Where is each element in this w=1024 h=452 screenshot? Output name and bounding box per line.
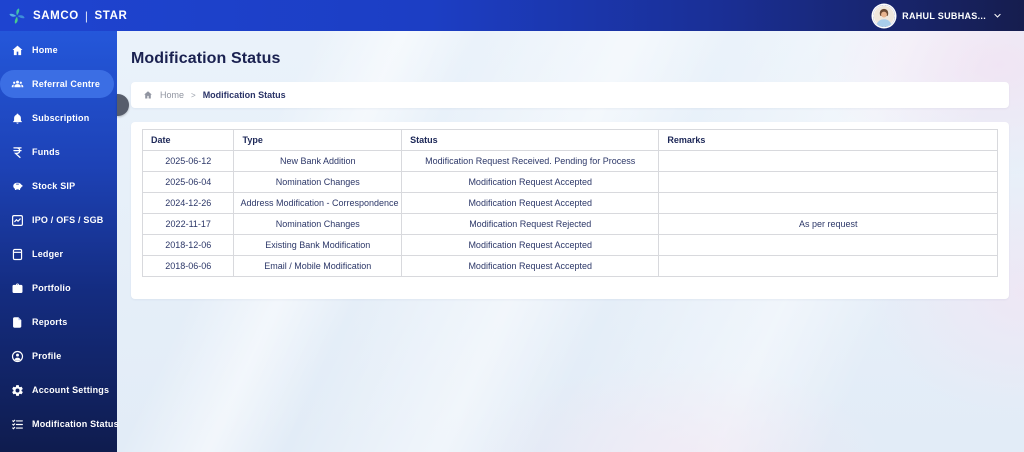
cell-type: New Bank Addition bbox=[233, 150, 403, 172]
user-name: RAHUL SUBHAS... bbox=[902, 10, 986, 21]
sidebar-item-label: Account Settings bbox=[32, 385, 110, 395]
user-menu[interactable]: RAHUL SUBHAS... bbox=[873, 4, 1002, 27]
main-content: Modification Status Home > Modification … bbox=[117, 31, 1024, 452]
cell-remarks bbox=[658, 171, 998, 193]
referral-centre-icon bbox=[11, 78, 24, 91]
bell-icon bbox=[11, 112, 24, 125]
breadcrumb-home-icon bbox=[143, 90, 153, 100]
briefcase-icon bbox=[11, 282, 24, 295]
cell-date: 2022-11-17 bbox=[141, 213, 235, 235]
table-header-row: Date Type Status Remarks bbox=[141, 129, 998, 151]
report-icon bbox=[11, 316, 24, 329]
sidebar-item-label: Referral Centre bbox=[32, 79, 101, 89]
sidebar-item-label: Reports bbox=[32, 317, 68, 327]
cell-type: Nomination Changes bbox=[233, 171, 403, 193]
table-row: 2024-12-26 Address Modification - Corres… bbox=[141, 192, 998, 214]
sidebar-item-stock-sip[interactable]: Stock SIP bbox=[0, 172, 114, 200]
table-row: 2018-06-06 Email / Mobile Modification M… bbox=[141, 255, 998, 277]
cell-status: Modification Request Received. Pending f… bbox=[401, 150, 660, 172]
breadcrumb-home-link[interactable]: Home bbox=[160, 90, 185, 100]
cell-type: Email / Mobile Modification bbox=[233, 255, 403, 277]
table-row: 2025-06-04 Nomination Changes Modificati… bbox=[141, 171, 998, 193]
cell-remarks bbox=[658, 255, 998, 277]
cell-date: 2018-06-06 bbox=[141, 255, 235, 277]
cell-status: Modification Request Rejected bbox=[401, 213, 660, 235]
cell-remarks: As per request bbox=[658, 213, 998, 235]
book-icon bbox=[11, 248, 24, 261]
brand-name: SAMCO bbox=[33, 9, 79, 22]
sidebar-item-modification-status[interactable]: Modification Status bbox=[0, 410, 119, 438]
cell-date: 2024-12-26 bbox=[141, 192, 235, 214]
sidebar-item-label: Stock SIP bbox=[32, 181, 76, 191]
table-row: 2022-11-17 Nomination Changes Modificati… bbox=[141, 213, 998, 235]
piggy-bank-icon bbox=[11, 180, 24, 193]
sidebar-item-home[interactable]: Home bbox=[0, 36, 114, 64]
modification-status-table: Date Type Status Remarks 2025-06-12 New … bbox=[141, 129, 998, 277]
cell-status: Modification Request Accepted bbox=[401, 192, 660, 214]
chevron-down-icon bbox=[994, 13, 1001, 18]
cell-type: Address Modification - Correspondence bbox=[233, 192, 403, 214]
samco-logo-icon bbox=[9, 7, 25, 24]
column-header-date: Date bbox=[141, 129, 235, 151]
breadcrumb: Home > Modification Status bbox=[131, 82, 1009, 108]
column-header-status: Status bbox=[401, 129, 660, 151]
modification-status-card: Date Type Status Remarks 2025-06-12 New … bbox=[131, 122, 1009, 299]
sidebar-item-label: Profile bbox=[32, 351, 62, 361]
column-header-remarks: Remarks bbox=[658, 129, 998, 151]
sidebar-item-ipo-ofs-sgb[interactable]: IPO / OFS / SGB bbox=[0, 206, 114, 234]
brand-link[interactable]: SAMCO | STAR bbox=[8, 7, 127, 25]
cell-status: Modification Request Accepted bbox=[401, 255, 660, 277]
gear-icon bbox=[11, 384, 24, 397]
breadcrumb-separator: > bbox=[191, 90, 196, 100]
breadcrumb-current: Modification Status bbox=[202, 90, 286, 100]
sidebar-item-reports[interactable]: Reports bbox=[0, 308, 114, 336]
checklist-icon bbox=[11, 418, 24, 431]
cell-date: 2025-06-12 bbox=[141, 150, 235, 172]
sidebar-item-label: IPO / OFS / SGB bbox=[32, 215, 104, 225]
avatar bbox=[873, 4, 896, 27]
page-title: Modification Status bbox=[131, 50, 281, 67]
sidebar-item-label: Portfolio bbox=[32, 283, 71, 293]
sidebar-item-profile[interactable]: Profile bbox=[0, 342, 114, 370]
cell-date: 2025-06-04 bbox=[141, 171, 235, 193]
cell-remarks bbox=[658, 192, 998, 214]
cell-type: Nomination Changes bbox=[233, 213, 403, 235]
sidebar-item-account-settings[interactable]: Account Settings bbox=[0, 376, 114, 404]
sidebar-collapse-toggle[interactable] bbox=[117, 94, 129, 116]
chart-icon bbox=[11, 214, 24, 227]
top-header: SAMCO | STAR RAHUL SUBHAS... bbox=[0, 0, 1024, 31]
sidebar-item-label: Ledger bbox=[32, 249, 64, 259]
sidebar-item-label: Home bbox=[32, 45, 58, 55]
cell-remarks bbox=[658, 234, 998, 256]
sidebar-item-subscription[interactable]: Subscription bbox=[0, 104, 114, 132]
rupee-icon bbox=[11, 146, 24, 159]
sidebar: Home Referral Centre Subscription Funds bbox=[0, 31, 119, 452]
table-row: 2025-06-12 New Bank Addition Modificatio… bbox=[141, 150, 998, 172]
sidebar-item-label: Subscription bbox=[32, 113, 90, 123]
sidebar-item-ledger[interactable]: Ledger bbox=[0, 240, 114, 268]
column-header-type: Type bbox=[233, 129, 403, 151]
brand-divider: | bbox=[84, 8, 89, 23]
cell-type: Existing Bank Modification bbox=[233, 234, 403, 256]
cell-status: Modification Request Accepted bbox=[401, 171, 660, 193]
sidebar-item-label: Funds bbox=[32, 147, 60, 157]
sidebar-item-label: Modification Status bbox=[32, 419, 119, 429]
cell-status: Modification Request Accepted bbox=[401, 234, 660, 256]
profile-icon bbox=[11, 350, 24, 363]
cell-remarks bbox=[658, 150, 998, 172]
brand-suffix: STAR bbox=[94, 9, 128, 22]
home-icon bbox=[11, 44, 24, 57]
sidebar-item-portfolio[interactable]: Portfolio bbox=[0, 274, 114, 302]
sidebar-item-funds[interactable]: Funds bbox=[0, 138, 114, 166]
sidebar-item-referral-centre[interactable]: Referral Centre bbox=[0, 70, 114, 98]
cell-date: 2018-12-06 bbox=[141, 234, 235, 256]
table-row: 2018-12-06 Existing Bank Modification Mo… bbox=[141, 234, 998, 256]
